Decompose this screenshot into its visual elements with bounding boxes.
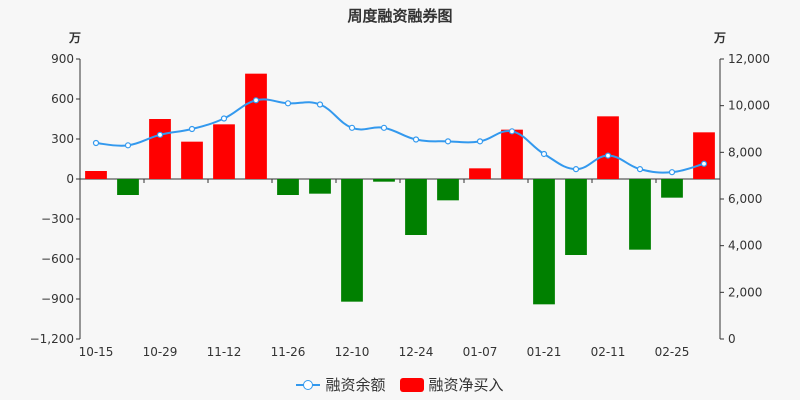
x-tick-label: 02-11 [591, 345, 626, 359]
line-point-balance [540, 150, 548, 158]
legend: 融资余额 融资净买入 [0, 374, 800, 395]
line-point-balance [220, 115, 228, 122]
line-point-balance [284, 100, 292, 107]
bar-net-buy [341, 179, 363, 302]
left-tick-label: −1,200 [30, 332, 74, 346]
line-point-balance [412, 136, 420, 143]
left-tick-label: 600 [51, 92, 74, 106]
bar-net-buy [309, 179, 331, 194]
line-point-balance [380, 124, 388, 131]
line-point-balance [604, 152, 612, 159]
right-tick-label: 8,000 [728, 145, 762, 159]
x-tick-label: 11-12 [207, 345, 242, 359]
line-point-balance [124, 142, 132, 149]
left-tick-label: −900 [41, 292, 74, 306]
bar-net-buy [661, 179, 683, 198]
legend-item-balance[interactable]: 融资余额 [296, 374, 386, 395]
x-tick-label: 01-07 [463, 345, 498, 359]
left-tick-label: 0 [66, 172, 74, 186]
bar-net-buy [597, 116, 619, 179]
x-tick-label: 02-25 [655, 345, 690, 359]
line-point-balance [700, 160, 708, 167]
legend-label-net-buy: 融资净买入 [428, 376, 504, 394]
line-point-balance [572, 166, 580, 173]
right-tick-label: 12,000 [728, 52, 770, 66]
bar-net-buy [181, 141, 203, 179]
bar-net-buy [437, 179, 459, 201]
x-tick-label: 12-24 [399, 345, 434, 359]
x-tick-label: 12-10 [335, 345, 370, 359]
line-point-balance [444, 138, 452, 145]
bar-net-buy [405, 179, 427, 235]
chart-title: 周度融资融券图 [347, 7, 453, 25]
line-point-balance [476, 138, 484, 145]
bar-net-buy [373, 179, 395, 182]
legend-line-marker [296, 378, 321, 392]
bar-net-buy [277, 179, 299, 195]
legend-label-balance: 融资余额 [325, 376, 386, 394]
bar-net-buy [533, 179, 555, 305]
legend-bar-marker [399, 377, 424, 392]
line-point-balance [316, 101, 324, 108]
left-tick-label: 300 [51, 132, 74, 146]
x-tick-label: 10-29 [143, 345, 178, 359]
right-axis-unit: 万 [713, 31, 726, 45]
bar-net-buy [501, 129, 523, 179]
line-point-balance [252, 97, 260, 104]
right-tick-label: 4,000 [728, 239, 762, 253]
line-point-balance [188, 125, 196, 133]
line-point-balance [92, 139, 100, 147]
bar-net-buy [245, 73, 267, 179]
left-tick-label: −300 [41, 212, 74, 226]
x-tick-label: 11-26 [271, 345, 306, 359]
line-point-balance [636, 166, 644, 173]
line-point-balance [348, 124, 356, 131]
line-point-balance [156, 131, 164, 138]
bar-net-buy [565, 179, 587, 255]
bar-net-buy [117, 179, 139, 195]
bar-net-buy [629, 179, 651, 250]
left-tick-label: −600 [41, 252, 74, 266]
left-tick-label: 900 [51, 52, 74, 66]
right-tick-label: 0 [728, 332, 736, 346]
line-point-balance [508, 128, 516, 135]
line-point-balance [668, 169, 676, 176]
bar-net-buy [85, 171, 107, 179]
left-axis-unit: 万 [68, 31, 81, 45]
bar-net-buy [213, 124, 235, 179]
x-tick-label: 10-15 [79, 345, 114, 359]
x-tick-label: 01-21 [527, 345, 562, 359]
right-tick-label: 2,000 [728, 285, 762, 299]
bar-net-buy [469, 168, 491, 179]
legend-item-net-buy[interactable]: 融资净买入 [399, 374, 504, 395]
right-tick-label: 10,000 [728, 99, 770, 113]
bar-net-buy [149, 119, 171, 179]
bar-net-buy [693, 132, 715, 179]
right-tick-label: 6,000 [728, 192, 762, 206]
